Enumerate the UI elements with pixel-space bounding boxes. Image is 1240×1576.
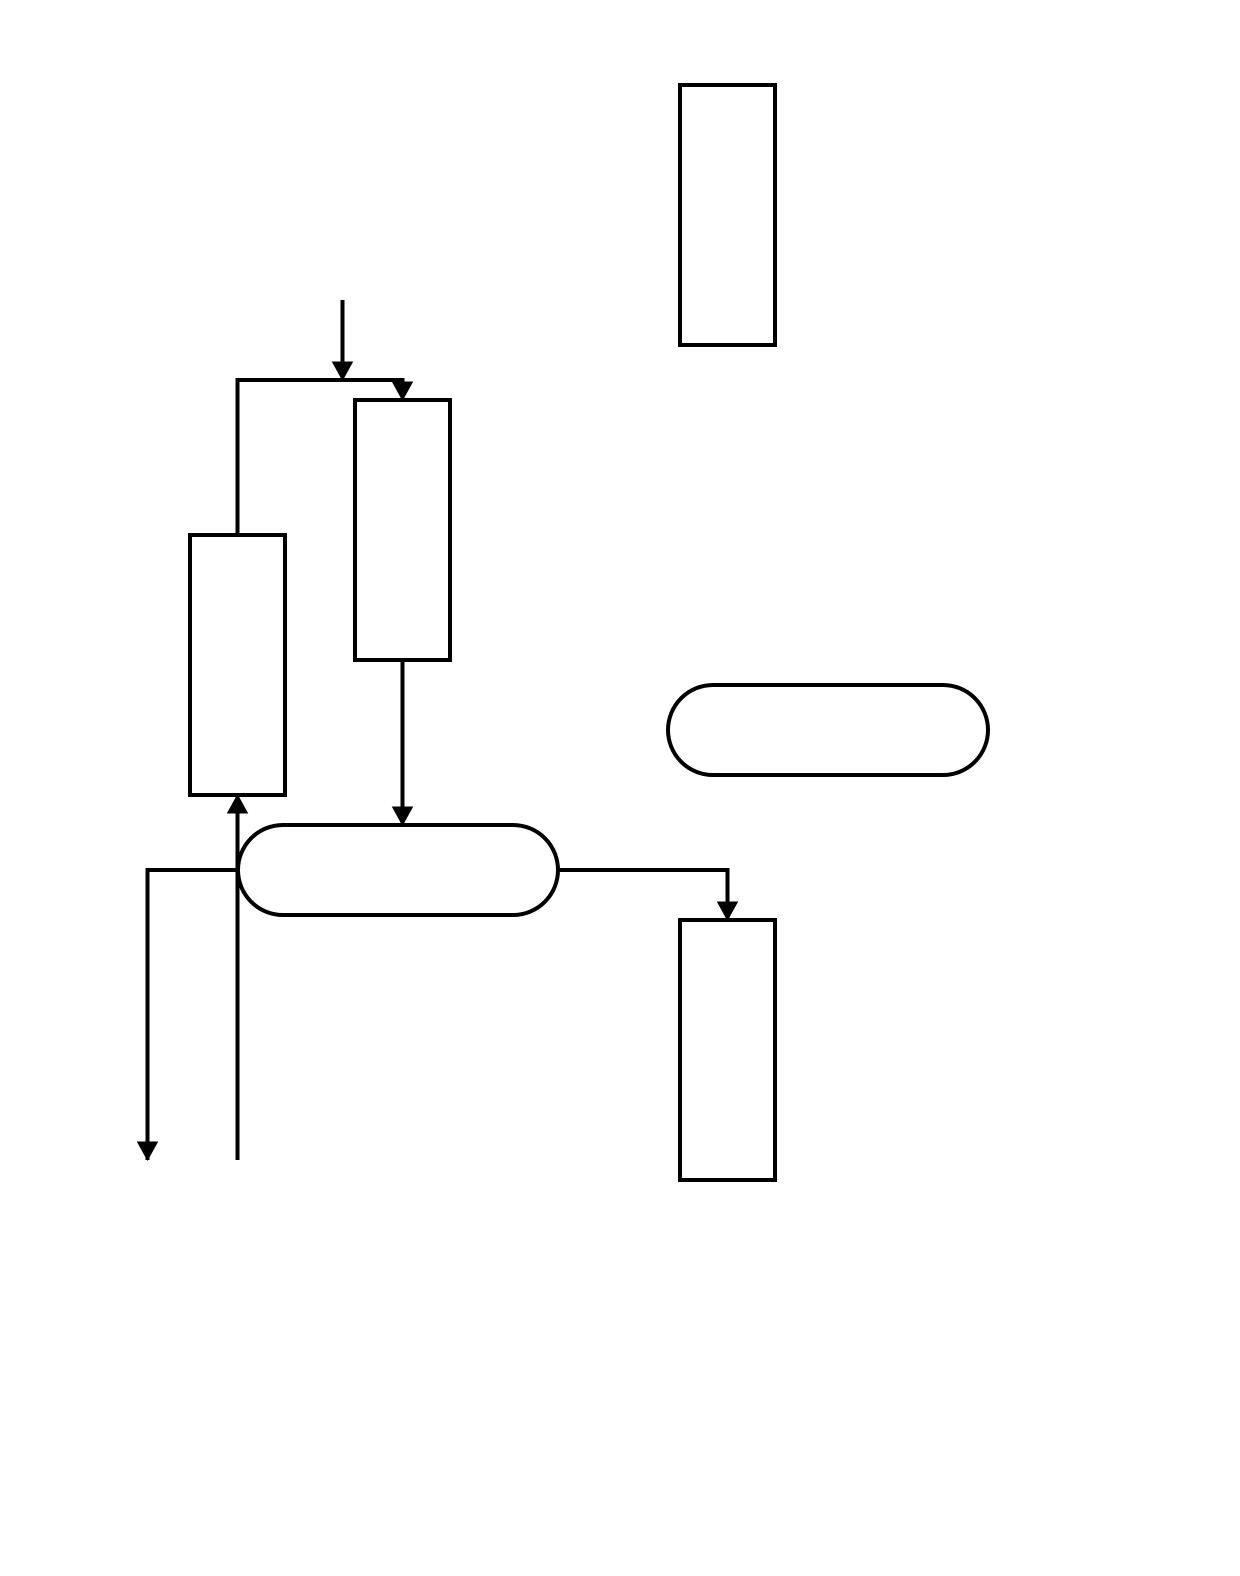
box-110 — [355, 400, 450, 660]
stream-155-arrowhead — [138, 1142, 158, 1160]
stream-110-to-150-arrowhead — [393, 807, 413, 825]
box-130 — [680, 85, 775, 345]
vessel-160 — [668, 685, 988, 775]
stream-105-arrowhead — [393, 382, 413, 400]
stream-toluene-arrowhead — [333, 362, 353, 380]
box-120 — [680, 920, 775, 1180]
stream-105 — [238, 380, 403, 535]
vessel-150 — [238, 825, 558, 915]
stream-156 — [558, 870, 728, 920]
box-100 — [190, 535, 285, 795]
stream-155 — [148, 870, 239, 1160]
stream-156-arrowhead — [718, 902, 738, 920]
stream-inlet-to-100-arrowhead — [228, 795, 248, 813]
